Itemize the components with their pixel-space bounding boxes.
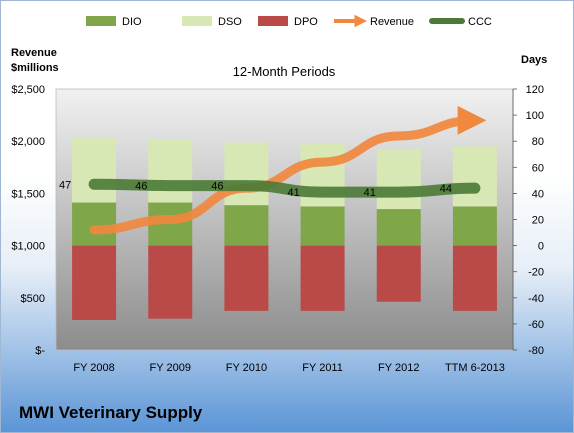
right-tick-label: 0 <box>538 241 544 253</box>
x-tick-label: FY 2009 <box>150 362 191 374</box>
left-axis-title-line1: Revenue <box>11 47 57 59</box>
right-axis-title: Days <box>521 54 547 66</box>
right-tick-label: 100 <box>526 110 544 122</box>
bar-dso <box>376 149 421 210</box>
bar-dio <box>452 206 497 246</box>
legend-swatch-dso <box>182 16 212 26</box>
ccc-data-label: 46 <box>211 181 223 193</box>
bar-dio <box>300 206 345 246</box>
bar-dpo <box>72 245 117 320</box>
left-tick-label: $2,000 <box>11 136 45 148</box>
ccc-data-label: 44 <box>440 183 452 195</box>
legend-label-dpo: DPO <box>294 16 318 28</box>
right-tick-label: 80 <box>532 136 544 148</box>
right-tick-label: 60 <box>532 162 544 174</box>
bar-dso <box>224 142 269 206</box>
ccc-data-label: 41 <box>287 187 299 199</box>
bar-dio <box>224 205 269 246</box>
ccc-data-label: 46 <box>135 181 147 193</box>
left-tick-label: $500 <box>21 293 45 305</box>
right-tick-label: 20 <box>532 215 544 227</box>
chart-subtitle: 12-Month Periods <box>233 64 336 79</box>
left-axis-title-line2: $millions <box>11 62 59 74</box>
line-layer: 47 46 46 41 41 44 <box>59 105 487 235</box>
bar-dpo <box>376 245 421 302</box>
left-axis: $- $500 $1,000 $1,500 $2,000 $2,500 <box>11 84 45 357</box>
x-axis: FY 2008 FY 2009 FY 2010 FY 2011 FY 2012 TTM 6… <box>73 362 504 374</box>
bar-dio <box>72 202 117 246</box>
right-tick-label: -40 <box>528 293 544 305</box>
x-tick-label: TTM 6-2013 <box>445 362 505 374</box>
x-tick-label: FY 2008 <box>73 362 114 374</box>
right-tick-label: -20 <box>528 267 544 279</box>
revenue-line <box>89 105 487 235</box>
ccc-line <box>88 178 481 198</box>
bar-dso <box>452 146 497 207</box>
bar-dpo <box>224 245 269 311</box>
bar-dso <box>72 137 117 203</box>
legend-swatch-dpo <box>258 16 288 26</box>
bar-dio <box>376 209 421 246</box>
right-axis: -80 -60 -40 -20 0 20 40 60 80 100 120 <box>512 84 544 357</box>
legend-label-dio: DIO <box>122 16 142 28</box>
left-tick-label: $1,500 <box>11 188 45 200</box>
left-tick-label: $1,000 <box>11 241 45 253</box>
left-tick-label: $- <box>35 345 45 357</box>
x-tick-label: FY 2012 <box>378 362 419 374</box>
legend-label-dso: DSO <box>218 16 242 28</box>
legend-label-ccc: CCC <box>468 16 492 28</box>
ccc-data-label: 41 <box>364 187 376 199</box>
chart-title: MWI Veterinary Supply <box>19 403 203 422</box>
left-tick-label: $2,500 <box>11 84 45 96</box>
legend: DIO DSO DPO Revenue CCC <box>86 14 492 28</box>
bar-layer <box>72 137 497 320</box>
right-tick-label: 120 <box>526 84 544 96</box>
x-tick-label: FY 2011 <box>302 362 343 374</box>
ccc-data-label: 47 <box>59 179 71 191</box>
bar-dpo <box>148 245 193 319</box>
right-tick-label: 40 <box>532 188 544 200</box>
right-tick-label: -80 <box>528 345 544 357</box>
x-tick-label: FY 2010 <box>226 362 267 374</box>
right-tick-label: -60 <box>528 319 544 331</box>
bar-dpo <box>452 245 497 311</box>
legend-label-revenue: Revenue <box>370 16 414 28</box>
bar-dpo <box>300 245 345 311</box>
legend-swatch-dio <box>86 16 116 26</box>
bar-dso <box>148 139 193 203</box>
